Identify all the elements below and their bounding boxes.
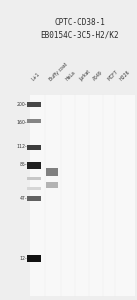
Text: HeLa: HeLa <box>65 70 76 82</box>
Text: MCF7: MCF7 <box>106 69 119 82</box>
Bar <box>46 182 58 188</box>
Text: 85-: 85- <box>19 163 27 167</box>
Text: 200-: 200- <box>17 103 27 107</box>
Bar <box>27 145 41 149</box>
Text: Jurkat: Jurkat <box>79 69 91 82</box>
Text: 160-: 160- <box>16 119 27 124</box>
Bar <box>27 187 41 190</box>
Bar <box>27 101 41 106</box>
Bar <box>27 196 41 200</box>
Bar <box>27 119 41 123</box>
Text: EB0154C-3C5-H2/K2: EB0154C-3C5-H2/K2 <box>41 31 119 40</box>
Text: 47-: 47- <box>19 196 27 200</box>
Bar <box>46 168 58 176</box>
Bar <box>30 95 135 296</box>
Text: Buffy coat: Buffy coat <box>48 62 68 82</box>
Text: L+1: L+1 <box>30 72 41 82</box>
Bar <box>27 176 41 179</box>
Text: H226: H226 <box>119 70 131 82</box>
Bar <box>27 161 41 169</box>
Text: A549: A549 <box>92 70 104 82</box>
Bar <box>27 254 41 262</box>
Text: 12-: 12- <box>19 256 27 260</box>
Text: CPTC-CD38-1: CPTC-CD38-1 <box>55 18 105 27</box>
Text: 112-: 112- <box>16 145 27 149</box>
